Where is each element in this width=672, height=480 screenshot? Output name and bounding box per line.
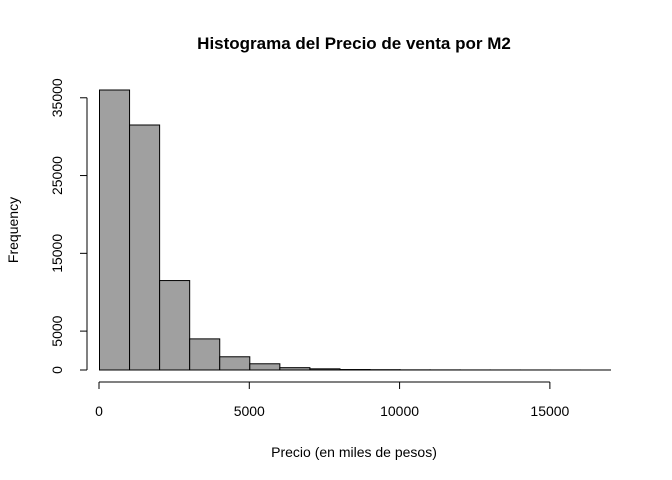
x-tick-label: 15000	[530, 403, 569, 419]
histogram-bar	[189, 338, 221, 371]
histogram-bar	[99, 89, 131, 371]
x-axis: 0 5000 10000 15000	[95, 381, 570, 419]
histogram-bar	[159, 280, 191, 371]
histogram-bar	[219, 356, 251, 371]
y-tick-label: 0	[49, 366, 65, 374]
y-axis: 0 5000 15000 25000 35000	[49, 78, 88, 374]
histogram-bar	[279, 367, 311, 371]
y-tick-label: 25000	[49, 156, 65, 195]
x-tick-label: 5000	[234, 403, 265, 419]
x-axis-label: Precio (en miles de pesos)	[271, 444, 437, 460]
bars-group	[99, 89, 611, 371]
x-tick-label: 10000	[380, 403, 419, 419]
y-tick-label: 5000	[49, 315, 65, 346]
histogram-bar	[309, 368, 341, 371]
y-tick-label: 15000	[49, 234, 65, 273]
chart-title: Histograma del Precio de venta por M2	[197, 34, 511, 53]
x-tick-label: 0	[95, 403, 103, 419]
histogram-bar	[129, 124, 161, 371]
histogram-bar	[249, 363, 281, 371]
y-tick-label: 35000	[49, 78, 65, 117]
y-axis-label: Frequency	[5, 197, 21, 263]
